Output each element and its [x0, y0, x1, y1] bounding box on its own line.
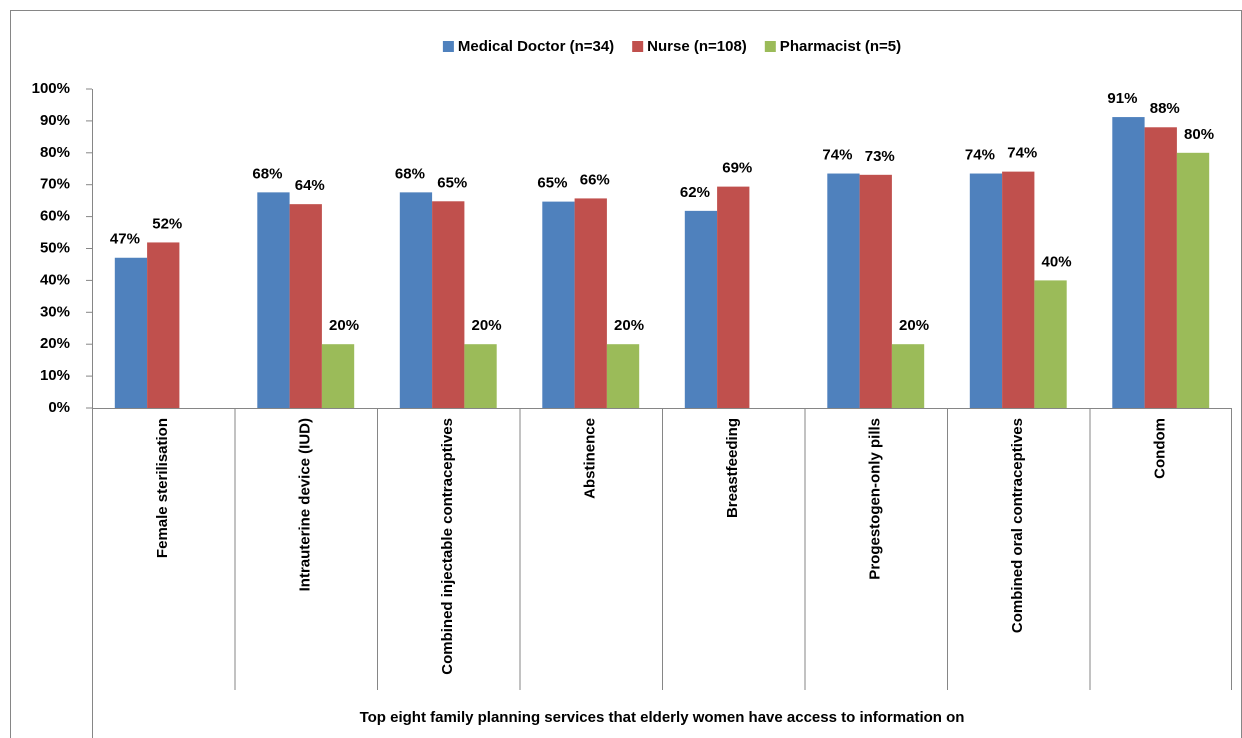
legend-item: Nurse (n=108) — [632, 38, 747, 55]
data-label: 47% — [110, 231, 140, 248]
bar — [1144, 127, 1177, 408]
data-label: 68% — [252, 165, 282, 182]
data-label: 74% — [822, 147, 852, 164]
y-tick-label: 70% — [40, 176, 70, 193]
bar — [321, 344, 355, 408]
data-label: 52% — [152, 215, 182, 232]
bar — [827, 173, 860, 408]
data-label: 20% — [899, 317, 929, 334]
legend: Medical Doctor (n=34) Nurse (n=108) Pharma… — [442, 38, 901, 55]
data-label: 20% — [472, 317, 502, 334]
y-tick-label: 100% — [32, 80, 70, 97]
bar — [399, 192, 433, 408]
data-label: 65% — [537, 175, 567, 192]
x-tick-label: Combined oral contraceptives — [1009, 418, 1026, 633]
x-tick-label: Progestogen-only pills — [867, 418, 884, 580]
data-label: 66% — [580, 171, 610, 188]
bar — [891, 344, 925, 408]
bar — [432, 201, 465, 408]
legend-item: Medical Doctor (n=34) — [442, 38, 614, 55]
y-tick-label: 50% — [40, 239, 70, 256]
data-label: 20% — [329, 317, 359, 334]
legend-label: Medical Doctor (n=34) — [458, 38, 614, 55]
bar — [289, 204, 322, 408]
bar — [464, 344, 497, 408]
legend-swatch — [442, 41, 454, 52]
data-label: 91% — [1107, 90, 1137, 107]
bar — [717, 186, 750, 408]
bar — [114, 257, 148, 408]
data-label: 88% — [1150, 100, 1180, 117]
x-tick-label: Breastfeeding — [724, 418, 741, 518]
y-tick-label: 10% — [40, 367, 70, 384]
data-label: 80% — [1184, 126, 1214, 143]
y-tick-label: 20% — [40, 335, 70, 352]
data-label: 64% — [295, 177, 325, 194]
y-tick-label: 80% — [40, 144, 70, 161]
bar — [1112, 117, 1145, 409]
y-tick-label: 0% — [48, 399, 70, 416]
data-label: 65% — [437, 174, 467, 191]
data-label: 73% — [865, 148, 895, 165]
y-tick-label: 60% — [40, 208, 70, 225]
bar — [542, 201, 575, 408]
bar — [1034, 280, 1067, 408]
bar — [684, 210, 718, 408]
x-axis-title: Top eight family planning services that … — [360, 709, 965, 726]
bar — [1176, 152, 1210, 408]
bar — [859, 174, 892, 408]
legend-swatch — [632, 41, 644, 52]
legend-item: Pharmacist (n=5) — [764, 38, 901, 55]
legend-swatch — [764, 41, 776, 52]
data-label: 68% — [395, 165, 425, 182]
bar — [606, 344, 640, 408]
y-tick-label: 90% — [40, 112, 70, 129]
y-tick-label: 40% — [40, 271, 70, 288]
bar — [574, 198, 607, 408]
x-tick-label: Intrauterine device (IUD) — [297, 418, 314, 591]
data-label: 74% — [965, 147, 995, 164]
x-tick-label: Abstinence — [582, 418, 599, 499]
bar — [257, 192, 290, 408]
x-tick-label: Female sterilisation — [154, 418, 171, 558]
legend-label: Pharmacist (n=5) — [780, 38, 901, 55]
x-tick-label: Combined injectable contraceptives — [439, 418, 456, 675]
y-tick-label: 30% — [40, 303, 70, 320]
x-tick-label: Condom — [1152, 418, 1169, 479]
bar — [1002, 171, 1035, 408]
data-label: 74% — [1007, 145, 1037, 162]
bar — [969, 173, 1003, 408]
legend-label: Nurse (n=108) — [647, 38, 747, 55]
data-label: 62% — [680, 184, 710, 201]
bar — [147, 242, 180, 408]
data-label: 69% — [722, 160, 752, 177]
data-label: 40% — [1042, 253, 1072, 270]
data-label: 20% — [614, 317, 644, 334]
